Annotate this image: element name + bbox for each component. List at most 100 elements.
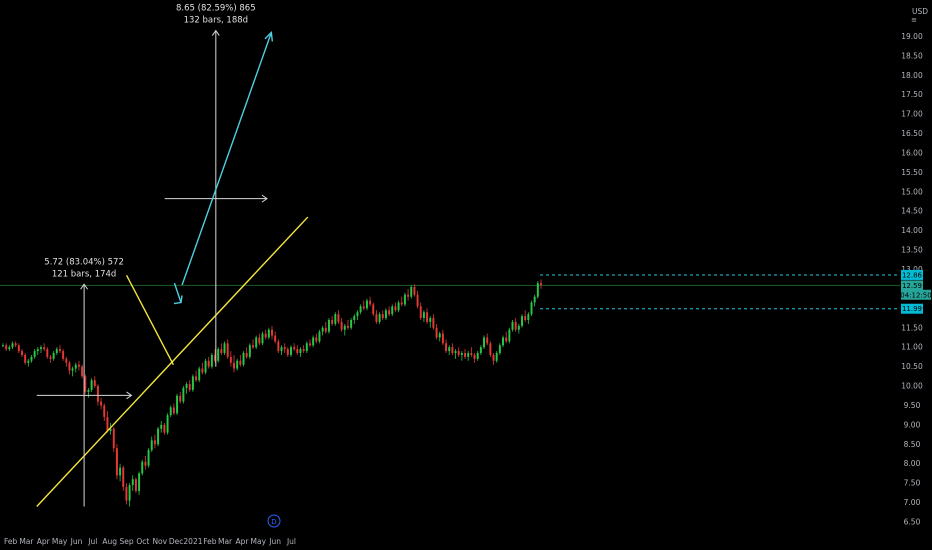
y-tick-label: 13.00	[901, 265, 923, 274]
settings-icon[interactable]: ≡	[911, 16, 917, 24]
candle-body	[514, 321, 517, 330]
x-tick-label: Oct	[136, 537, 149, 546]
candle-body	[426, 312, 429, 322]
y-tick-label: 16.00	[901, 148, 923, 157]
candle-body	[533, 296, 536, 303]
horizontal-levels	[0, 274, 900, 310]
candle-body	[17, 345, 20, 352]
candle-body	[195, 376, 198, 381]
x-tick-label: Feb	[203, 537, 217, 546]
candle-body	[435, 327, 438, 338]
measurement-tools: 5.72 (83.04%) 572 121 bars, 174d 8.65 (82.…	[36, 4, 268, 507]
candle-body	[457, 351, 460, 355]
candle-body	[359, 306, 362, 313]
candle-body	[264, 333, 267, 338]
candle-body	[2, 345, 4, 347]
candle-body	[397, 302, 400, 311]
candle-body	[489, 343, 492, 355]
candle-body	[157, 428, 160, 445]
candle-body	[340, 321, 343, 330]
y-tick-label: 9.00	[904, 420, 921, 429]
candle-body	[201, 368, 204, 373]
timeframe-marker-circle[interactable]	[267, 514, 281, 528]
candle-body	[505, 337, 508, 342]
price-tag-label: 12.59	[902, 282, 922, 290]
projection-arrow-head	[264, 31, 274, 42]
currency-label: USD	[912, 7, 928, 16]
y-tick-label: 11.50	[901, 323, 923, 332]
candle-body	[479, 347, 482, 354]
candle-body	[147, 450, 150, 466]
candle-body	[204, 360, 207, 373]
candle-body	[27, 360, 30, 363]
candle-body	[483, 337, 486, 348]
candle-body	[242, 353, 245, 365]
candle-body	[36, 349, 39, 352]
timeframe-marker[interactable]: D	[267, 514, 281, 528]
candle-body	[473, 354, 476, 359]
candle-body	[198, 368, 201, 381]
candle-body	[100, 401, 103, 406]
candle-body	[492, 354, 495, 361]
candle-body	[169, 407, 172, 416]
y-tick-label: 10.50	[901, 362, 923, 371]
candle-body	[365, 300, 368, 309]
candle-body	[261, 333, 264, 344]
candle-body	[144, 461, 147, 466]
y-tick-label: 7.50	[904, 479, 921, 488]
projection-arrow-line[interactable]	[181, 32, 272, 286]
candle-body	[150, 440, 153, 451]
candle-body	[369, 300, 372, 305]
x-tick-label: Feb	[4, 537, 18, 546]
candle-body	[138, 473, 141, 491]
measure-bars-label: 132 bars, 188d	[184, 16, 248, 26]
y-tick-label: 15.50	[901, 168, 923, 177]
candle-body	[378, 314, 381, 322]
candle-body	[448, 347, 451, 352]
x-tick-label: Jun	[268, 537, 281, 546]
candle-body	[290, 347, 292, 355]
candle-body	[502, 337, 505, 346]
candle-body	[321, 327, 324, 332]
candle-body	[283, 347, 286, 350]
candle-body	[239, 360, 242, 365]
candle-body	[403, 294, 406, 305]
candle-body	[296, 349, 299, 354]
candle-body	[30, 356, 33, 361]
candle-body	[71, 368, 74, 371]
candle-body	[39, 347, 42, 350]
candle-body	[419, 306, 422, 319]
candle-body	[429, 318, 432, 322]
candle-body	[24, 354, 27, 363]
candle-body	[498, 345, 501, 354]
candle-body	[464, 353, 467, 357]
x-tick-label: May	[251, 537, 267, 546]
x-tick-label: Mar	[19, 537, 34, 546]
candle-body	[394, 306, 397, 311]
projection-arrow	[173, 31, 274, 305]
y-tick-label: 18.00	[901, 71, 923, 80]
measure-bars-label: 121 bars, 174d	[52, 269, 116, 279]
candle-body	[43, 347, 46, 350]
candle-body	[521, 316, 523, 326]
y-tick-label: 17.50	[901, 90, 923, 99]
candle-body	[536, 283, 539, 297]
x-tick-label: Apr	[37, 537, 51, 546]
candle-body	[182, 387, 185, 402]
trendline[interactable]	[125, 275, 174, 365]
candle-body	[226, 343, 229, 357]
arrow-head	[80, 283, 89, 290]
y-tick-label: 13.50	[901, 246, 923, 255]
candle-body	[381, 314, 384, 319]
candle-body	[343, 325, 346, 330]
candle-body	[248, 345, 251, 357]
trendlines	[36, 216, 309, 507]
y-tick-label: 10.00	[901, 382, 923, 391]
price-tag-label: 11.99	[902, 305, 922, 313]
measurement[interactable]: 5.72 (83.04%) 572 121 bars, 174d	[36, 257, 133, 507]
x-tick-label: Nov	[152, 537, 167, 546]
measurement[interactable]: 8.65 (82.59%) 865 132 bars, 188d	[164, 4, 268, 367]
candle-body	[315, 337, 318, 342]
candle-body	[49, 356, 52, 359]
